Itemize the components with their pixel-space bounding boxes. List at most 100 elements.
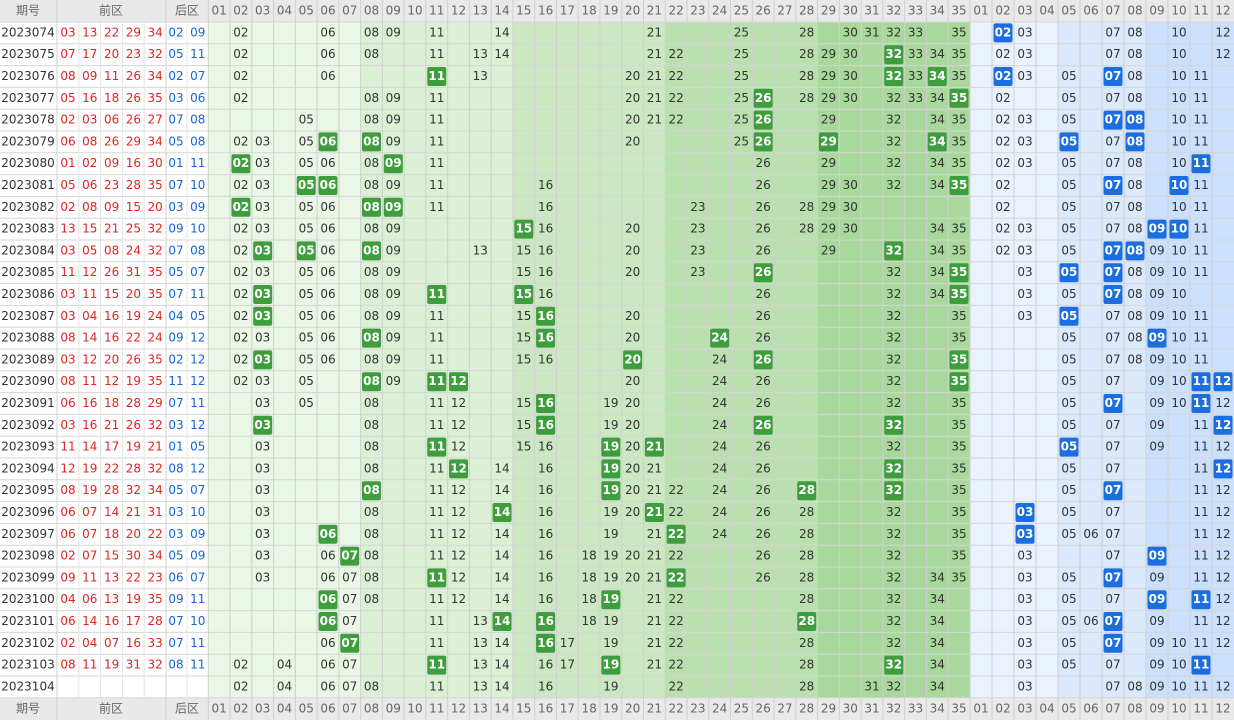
front-hit-bg — [949, 372, 969, 392]
front-hit-bg — [949, 88, 969, 108]
front-number: 18 — [104, 396, 119, 410]
front-hit-bg — [492, 503, 512, 522]
back-hit: 12 — [1215, 418, 1232, 432]
front-cell: 11 — [429, 592, 444, 606]
front-hit-bg — [318, 132, 338, 152]
back-cell: 10 — [1171, 309, 1186, 323]
front-cell: 33 — [908, 47, 923, 61]
front-cell: 06 — [320, 570, 335, 584]
front-cell: 12 — [451, 592, 466, 606]
back-number: 11 — [190, 156, 205, 170]
back-number: 10 — [190, 178, 205, 192]
back-cell: 07 — [1105, 527, 1120, 541]
back-hit-bg — [1103, 568, 1123, 588]
front-hit-bg — [536, 328, 556, 348]
front-number: 31 — [148, 505, 163, 519]
back-cell: 03 — [1017, 113, 1032, 127]
back-cell: 11 — [1193, 113, 1208, 127]
front-cell: 02 — [233, 352, 248, 366]
front-cell: 28 — [799, 69, 814, 83]
back-hit-bg — [1213, 415, 1233, 435]
front-cell: 09 — [386, 243, 401, 257]
back-cell: 07 — [1105, 679, 1120, 693]
front-hit: 08 — [363, 200, 380, 214]
front-hit: 06 — [320, 592, 337, 606]
front-hit: 09 — [385, 200, 402, 214]
front-cell: 08 — [364, 418, 379, 432]
front-cell: 11 — [429, 25, 444, 39]
front-number: 31 — [126, 658, 141, 672]
period: 2023088 — [1, 331, 54, 345]
front-number: 26 — [126, 91, 141, 105]
front-hit: 07 — [341, 636, 358, 650]
back-col-header: 09 — [1149, 4, 1164, 18]
front-hit: 16 — [537, 636, 554, 650]
front-col-header: 34 — [930, 701, 945, 715]
back-hit-bg — [1169, 176, 1189, 195]
front-col-header: 19 — [603, 701, 618, 715]
back-hit: 03 — [1017, 527, 1034, 541]
back-cell: 08 — [1127, 178, 1142, 192]
front-hit: 16 — [537, 309, 554, 323]
front-col-header: 35 — [951, 4, 966, 18]
front-number: 08 — [60, 374, 75, 388]
front-cell: 26 — [756, 396, 771, 410]
front-hit: 21 — [646, 440, 663, 454]
period: 2023104 — [1, 679, 54, 693]
front-cell: 03 — [255, 134, 270, 148]
back-hit-bg — [1103, 67, 1123, 86]
front-hit: 14 — [494, 614, 511, 628]
front-cell: 02 — [233, 178, 248, 192]
back-hit: 07 — [1105, 69, 1122, 83]
front-cell: 29 — [821, 91, 836, 105]
back-col-header: 07 — [1105, 701, 1120, 715]
front-number: 03 — [82, 113, 97, 127]
front-col-header: 16 — [538, 4, 553, 18]
front-cell: 21 — [647, 461, 662, 475]
back-header: 后区 — [175, 4, 199, 18]
front-cell: 06 — [320, 352, 335, 366]
back-number: 02 — [168, 69, 183, 83]
front-cell: 03 — [255, 200, 270, 214]
front-cell: 12 — [451, 396, 466, 410]
front-number: 16 — [104, 331, 119, 345]
front-hit: 03 — [254, 418, 271, 432]
back-cell: 12 — [1215, 549, 1230, 563]
front-cell: 18 — [581, 614, 596, 628]
front-number: 25 — [126, 222, 141, 236]
front-number: 03 — [60, 243, 75, 257]
front-col-header: 29 — [821, 4, 836, 18]
back-hit: 05 — [1061, 134, 1078, 148]
back-cell: 06 — [1083, 614, 1098, 628]
front-hit: 35 — [951, 352, 968, 366]
front-number: 03 — [60, 418, 75, 432]
front-cell: 11 — [429, 483, 444, 497]
front-cell: 29 — [821, 47, 836, 61]
front-number: 02 — [60, 636, 75, 650]
front-cell: 14 — [494, 483, 509, 497]
back-cell: 10 — [1171, 352, 1186, 366]
back-cell: 11 — [1193, 91, 1208, 105]
front-cell: 32 — [886, 134, 901, 148]
front-col-header: 26 — [756, 701, 771, 715]
front-cell: 15 — [516, 309, 531, 323]
front-number: 11 — [60, 265, 75, 279]
front-cell: 24 — [712, 527, 727, 541]
front-hit-bg — [427, 372, 447, 392]
period: 2023086 — [1, 287, 54, 301]
back-hit-bg — [1059, 132, 1079, 152]
front-cell: 16 — [538, 287, 553, 301]
front-col-header: 30 — [843, 4, 858, 18]
front-cell: 06 — [320, 222, 335, 236]
back-cell: 07 — [1105, 440, 1120, 454]
front-number: 12 — [104, 374, 119, 388]
front-hit: 08 — [363, 243, 380, 257]
front-cell: 11 — [429, 178, 444, 192]
period: 2023090 — [1, 374, 54, 388]
front-cell: 26 — [756, 570, 771, 584]
front-cell: 32 — [886, 679, 901, 693]
back-cell: 11 — [1193, 636, 1208, 650]
front-cell: 26 — [756, 309, 771, 323]
back-cell: 03 — [1017, 69, 1032, 83]
